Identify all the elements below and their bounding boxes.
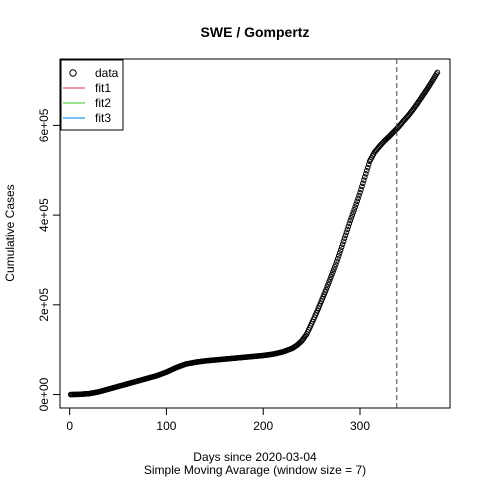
data-point [357,193,362,198]
chart-title: SWE / Gompertz [201,24,310,40]
y-tick-label: 6e+05 [37,108,51,142]
x-tick-label: 200 [253,419,273,433]
data-point [335,256,340,261]
data-point [336,254,341,259]
x-axis-sublabel: Simple Moving Avarage (window size = 7) [144,463,366,477]
x-tick-label: 0 [66,419,73,433]
data-point [343,233,348,238]
data-point [338,248,343,253]
data-point [355,199,360,204]
x-axis: 0 100 200 300 [66,408,370,433]
x-axis-label: Days since 2020-03-04 [193,450,317,464]
data-series [68,70,439,397]
data-point [341,239,346,244]
data-point [344,230,349,235]
y-tick-label: 0e+00 [37,377,51,411]
legend-label-fit2: fit2 [95,96,111,110]
legend-label-fit3: fit3 [95,111,111,125]
data-point [347,221,352,226]
data-point [345,227,350,232]
x-tick-label: 300 [350,419,370,433]
data-point [337,251,342,256]
legend-label-data: data [95,66,119,80]
y-tick-label: 4e+05 [37,198,51,232]
data-point [340,242,345,247]
legend-label-fit1: fit1 [95,81,111,95]
data-point [334,259,339,264]
y-axis: 0e+00 2e+05 4e+05 6e+05 [37,108,60,411]
data-point [354,202,359,207]
y-tick-label: 2e+05 [37,288,51,322]
data-point [346,224,351,229]
data-point [356,196,361,201]
data-point [342,236,347,241]
x-tick-label: 100 [156,419,176,433]
y-axis-label: Cumulative Cases [3,184,17,281]
data-point [339,245,344,250]
